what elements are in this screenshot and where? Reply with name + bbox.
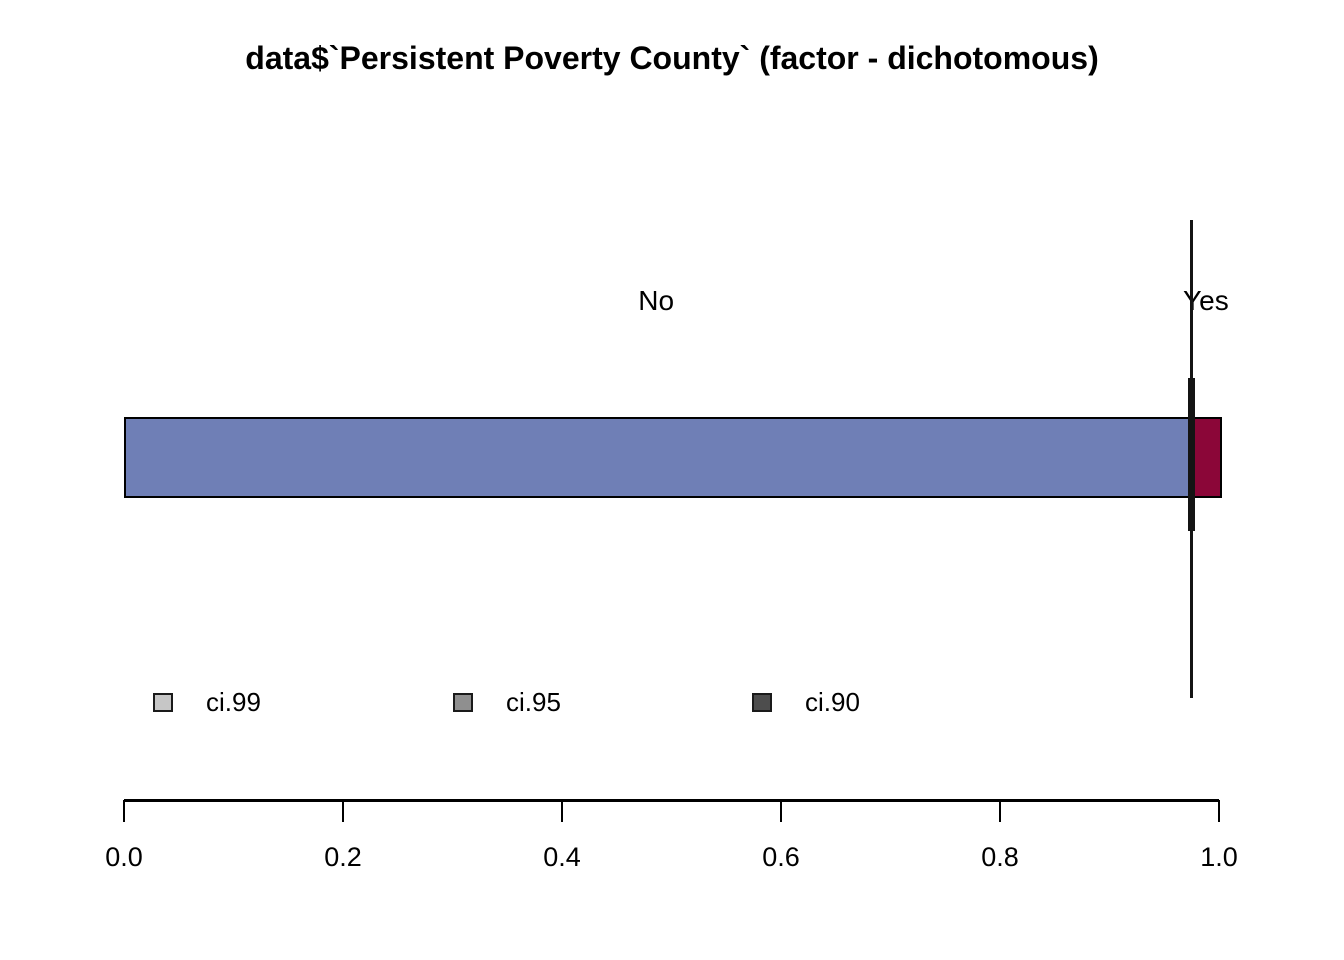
x-axis-tick [122,800,126,822]
legend-item-ci99: ci.99 [153,687,261,718]
x-axis-tick-label: 0.8 [981,842,1019,872]
x-axis-tick-label: 0.4 [543,842,581,872]
page-title: data$`Persistent Poverty County` (factor… [245,40,1099,76]
legend-label: ci.99 [206,687,261,717]
legend-item-ci95: ci.95 [453,687,561,718]
x-axis-tick [341,800,345,822]
x-axis-line [124,799,1219,802]
legend-swatch-ci95 [453,693,473,712]
x-axis-tick-label: 0.0 [105,842,143,872]
x-axis-tick [1217,800,1221,822]
legend-label: ci.90 [805,687,860,717]
legend-swatch-ci99 [153,693,173,712]
category-label-no: No [638,285,675,316]
ci-marker-line-inner [1188,378,1196,531]
bar-segment-yes [1191,417,1222,498]
x-axis-tick-label: 0.2 [324,842,362,872]
legend-swatch-ci90 [752,693,772,712]
legend-item-ci90: ci.90 [752,687,860,718]
x-axis-tick-label: 0.6 [762,842,800,872]
bar-segment-no [124,417,1192,498]
x-axis-tick [998,800,1002,822]
x-axis-tick [779,800,783,822]
x-axis-tick-label: 1.0 [1200,842,1238,872]
legend-label: ci.95 [506,687,561,717]
x-axis-tick [560,800,564,822]
